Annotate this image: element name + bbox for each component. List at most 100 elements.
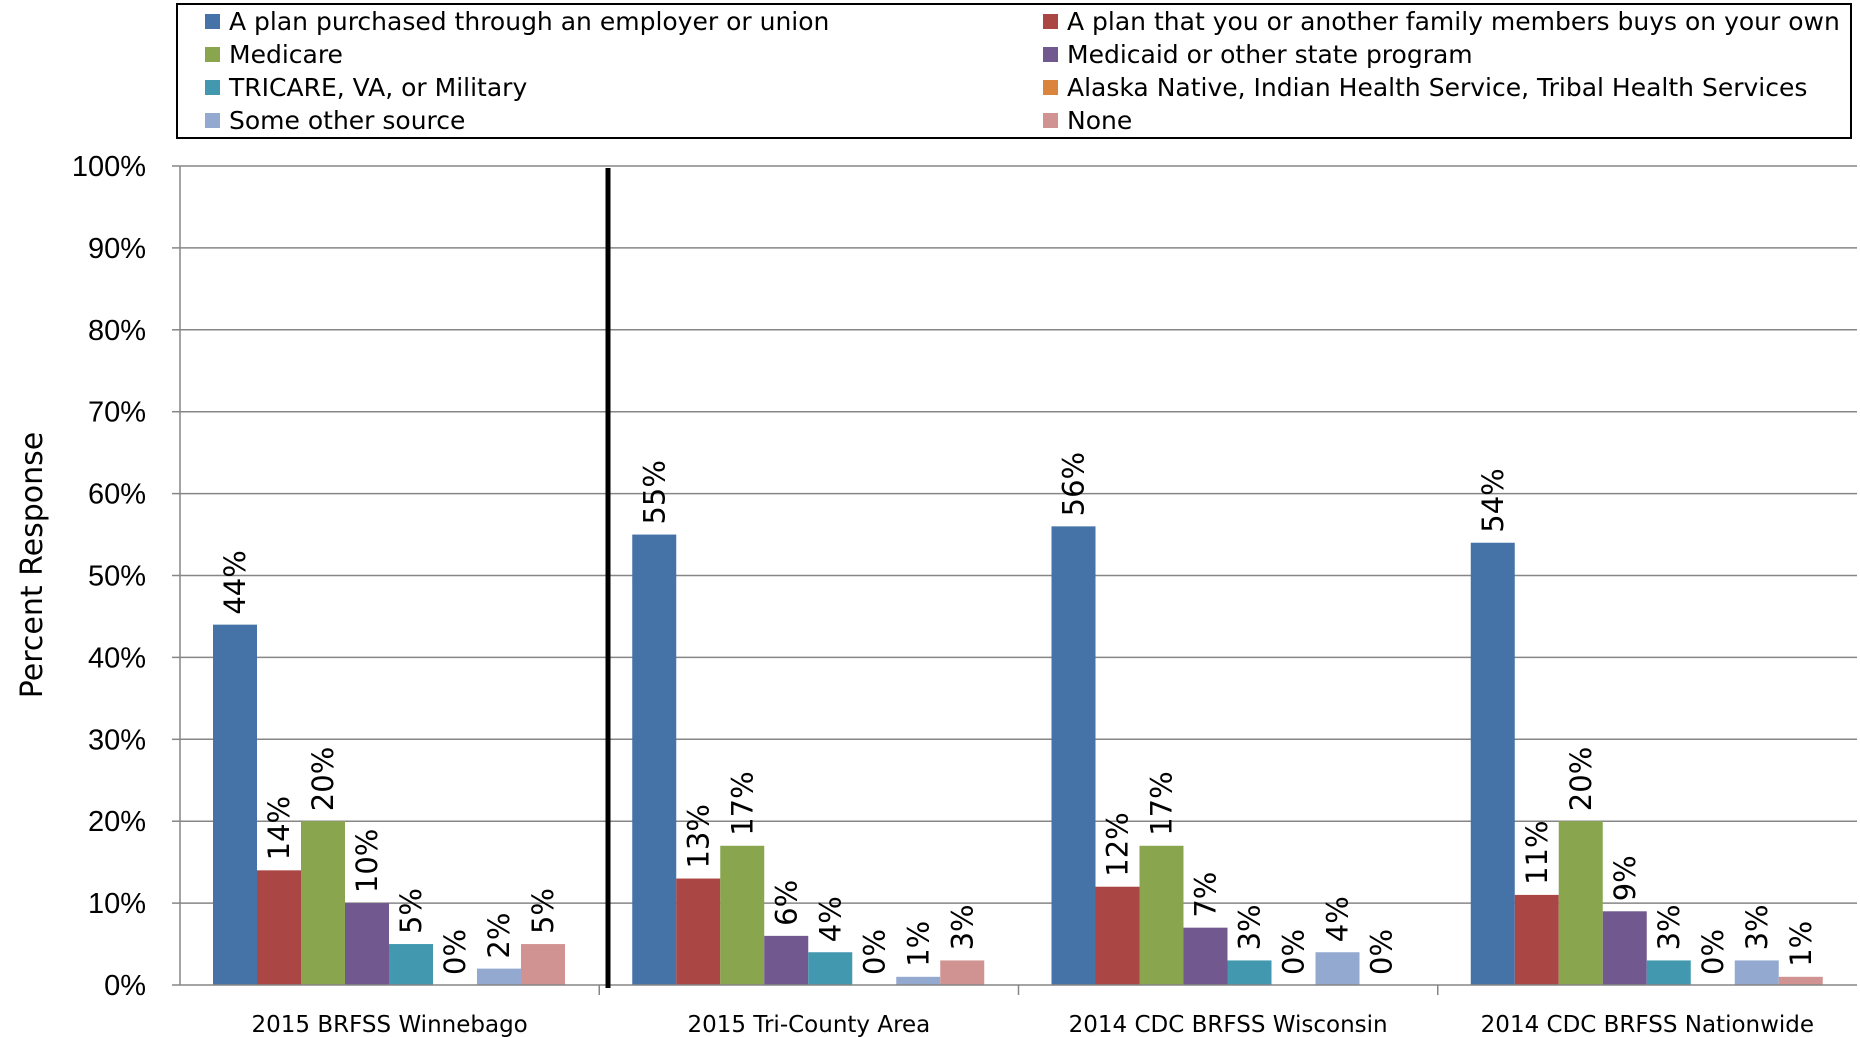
data-label: 1% [1784,921,1818,967]
legend-swatch [205,80,220,95]
y-tick-label: 80% [88,315,146,347]
bar [1514,894,1559,985]
data-label: 3% [1233,904,1267,950]
x-tick-label: 2015 BRFSS Winnebago [252,1012,528,1037]
data-label: 10% [350,829,384,893]
data-label: 5% [394,888,428,934]
axes [179,166,1857,995]
bar [676,878,721,985]
data-label: 20% [306,747,340,811]
data-label: 0% [1696,929,1730,975]
data-label: 4% [1321,896,1355,942]
bar [345,903,389,985]
gridlines [180,165,1857,904]
data-label: 55% [637,460,671,524]
data-label: 56% [1057,452,1091,516]
bar [1602,911,1647,985]
data-label: 3% [1740,904,1774,950]
y-axis-ticks: 0% 10% 20% 30% 40% 50% 60% 70% 80% 90% 100% [72,151,180,1002]
bar [1315,952,1360,985]
y-tick-label: 20% [88,806,146,838]
y-tick-label: 60% [88,479,146,511]
data-label: 5% [526,888,560,934]
bar [1646,960,1691,985]
data-label: 13% [681,804,715,868]
bar [1183,927,1228,985]
bar [1139,845,1184,985]
data-label: 9% [1608,855,1642,901]
legend: A plan purchased through an employer or … [205,7,1840,135]
bar [389,944,433,985]
bar [1558,821,1603,985]
legend-swatch [1043,47,1058,62]
data-label: 11% [1520,820,1554,884]
bar [764,935,809,985]
bar [521,944,565,985]
legend-entry: Alaska Native, Indian Health Service, Tr… [1067,73,1807,102]
data-label: 44% [218,550,252,614]
bar [1051,526,1096,985]
legend-swatch [1043,113,1058,128]
legend-entry: None [1067,106,1132,135]
bar [1095,886,1140,985]
data-label: 20% [1564,747,1598,811]
y-tick-label: 10% [88,888,146,920]
data-label: 3% [945,904,979,950]
bar [940,960,985,985]
data-label: 54% [1476,468,1510,532]
category-labels: 2015 BRFSS Winnebago 2015 Tri-County Area… [252,1012,1815,1037]
y-tick-label: 30% [88,724,146,756]
data-label: 4% [813,896,847,942]
y-tick-label: 100% [72,151,146,183]
bar [257,870,301,985]
bar [720,845,765,985]
x-tick-label: 2014 CDC BRFSS Nationwide [1481,1012,1814,1037]
data-label: 0% [438,929,472,975]
bar [1470,542,1515,985]
data-label: 0% [1277,929,1311,975]
legend-entry: Medicaid or other state program [1067,40,1473,69]
bars [213,526,1823,985]
bar [1227,960,1272,985]
data-label: 17% [1145,771,1179,835]
legend-entry: Medicare [229,40,343,69]
y-tick-label: 90% [88,233,146,265]
bar [632,534,677,985]
legend-swatch [205,14,220,29]
data-label: 3% [1652,904,1686,950]
data-label: 17% [725,771,759,835]
bar [896,976,941,985]
y-tick-label: 70% [88,397,146,429]
bar [1734,960,1779,985]
bar [477,968,521,985]
data-label: 7% [1189,872,1223,918]
x-tick-label: 2015 Tri-County Area [687,1012,930,1037]
legend-entry: TRICARE, VA, or Military [228,73,527,102]
bar [808,952,853,985]
y-tick-label: 40% [88,642,146,674]
legend-box [176,3,1852,139]
data-label: 0% [857,929,891,975]
data-label: 14% [262,796,296,860]
data-label: 0% [1365,929,1399,975]
bar [1778,976,1823,985]
legend-entry: Some other source [229,106,465,135]
legend-swatch [205,47,220,62]
y-axis-label: Percent Response [15,432,50,699]
y-tick-label: 0% [104,970,146,1002]
bar [301,821,345,985]
legend-swatch [1043,14,1058,29]
legend-swatch [1043,80,1058,95]
legend-entry: A plan purchased through an employer or … [229,7,829,36]
data-label: 6% [769,880,803,926]
data-label: 2% [482,913,516,959]
y-tick-label: 50% [88,561,146,593]
data-label: 1% [901,921,935,967]
value-labels: 44%14%20%10%5%0% 2%5%55%13%17%6% 4%0% 1% 3%5… [218,452,1818,975]
legend-entry: A plan that you or another family member… [1067,7,1840,36]
data-label: 12% [1101,812,1135,876]
legend-swatch [205,113,220,128]
x-tick-label: 2014 CDC BRFSS Wisconsin [1069,1012,1388,1037]
bar [213,624,257,985]
